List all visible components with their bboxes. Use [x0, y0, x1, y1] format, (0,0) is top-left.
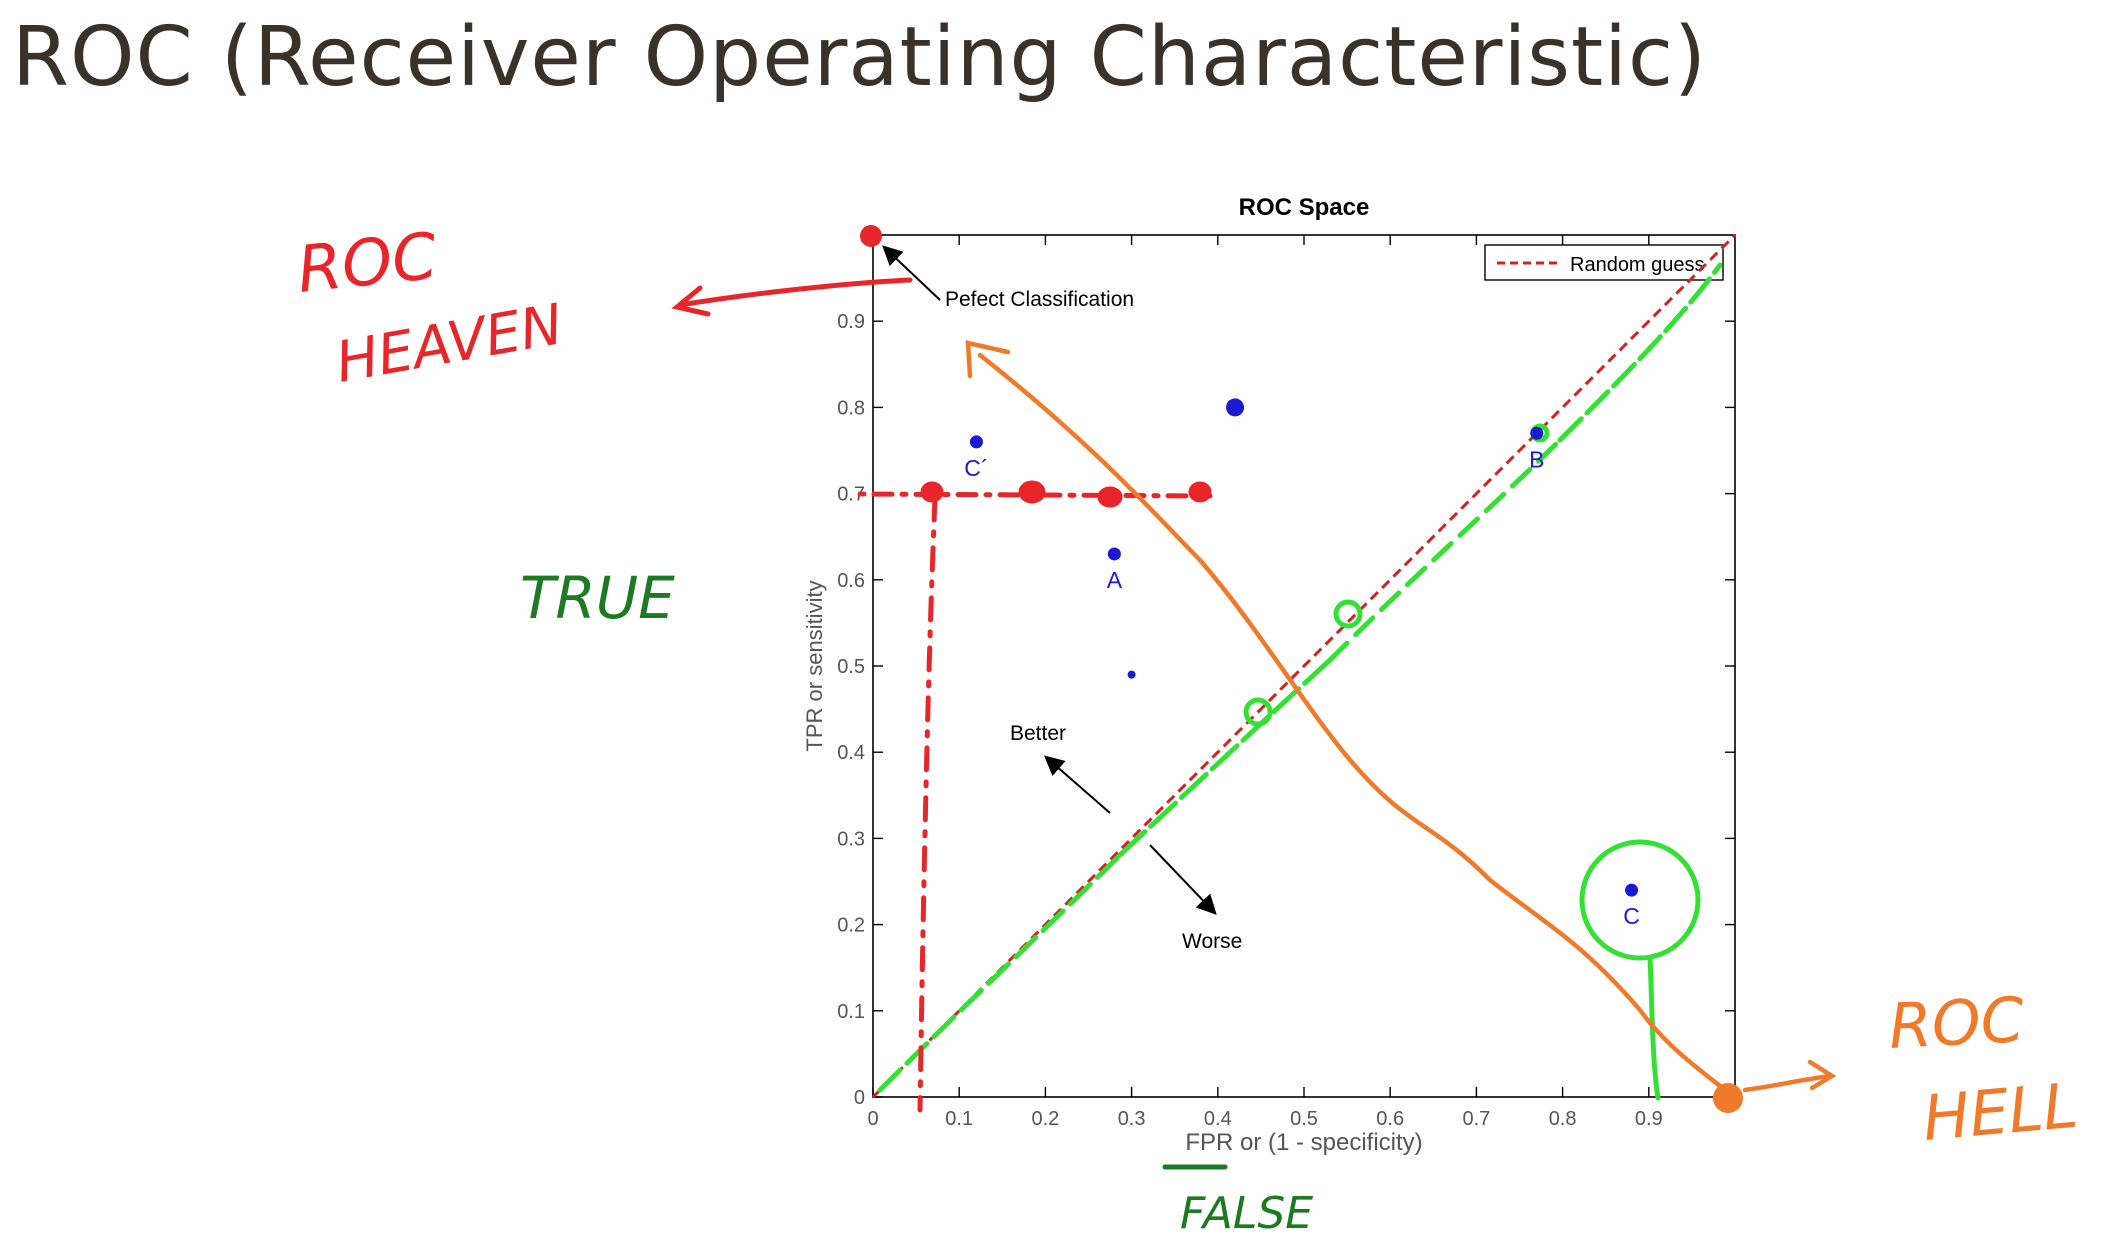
point-1 [1530, 426, 1544, 440]
orange-curve-heaven-to-hell [965, 340, 1837, 1113]
y-tick-label: 0.8 [837, 397, 865, 419]
better-worse-arrow [1043, 755, 1217, 915]
extra-mark [1127, 670, 1136, 679]
y-tick-label: 0.5 [837, 656, 865, 678]
hell-dot [1713, 1083, 1743, 1113]
point-label: A [1107, 567, 1123, 593]
worse-label: Worse [1182, 930, 1242, 953]
x-tick-label: 0 [867, 1108, 878, 1130]
y-tick-label: 0.9 [837, 311, 865, 333]
roc-hell-line1: ROC [1887, 983, 2027, 1063]
green-diagonal-strokes [877, 262, 1723, 1093]
x-tick-label: 0.8 [1549, 1108, 1577, 1130]
green-circle-around-c [1579, 839, 1701, 1101]
axis-ticks: 0 0.1 0.2 0.3 0.4 0.5 0.6 0.7 0.8 0.9 0 0.1 0.2 0.3 0.… [837, 235, 1735, 1130]
x-tick-label: 0.4 [1204, 1108, 1232, 1130]
x-tick-label: 0.7 [1462, 1108, 1490, 1130]
roc-hell-line2: HELL [1920, 1069, 2081, 1155]
random-guess-line [871, 233, 1737, 1099]
x-tick-label: 0.3 [1118, 1108, 1146, 1130]
x-tick-label: 0.1 [945, 1108, 973, 1130]
x-tick-label: 0.2 [1031, 1108, 1059, 1130]
y-axis-label: TPR or sensitivity [802, 580, 827, 751]
point-2 [1625, 883, 1639, 897]
x-tick-label: 0.5 [1290, 1108, 1318, 1130]
point-label: C´ [964, 455, 988, 481]
roc-heaven-line2: HEAVEN [331, 292, 567, 396]
false-label: FALSE [1180, 1188, 1313, 1239]
point-label: C [1623, 903, 1640, 929]
x-tick-label: 0.9 [1635, 1108, 1663, 1130]
slide-title: ROC (Receiver Operating Characteristic) [12, 10, 1708, 105]
legend-entry-random-guess: Random guess [1570, 254, 1705, 276]
legend: Random guess [1484, 244, 1724, 281]
point-3 [969, 435, 983, 449]
y-tick-label: 0.7 [837, 484, 865, 506]
red-dotted-threshold-lines [857, 480, 1213, 1113]
roc-heaven-marks [671, 225, 913, 317]
y-tick-label: 0 [854, 1087, 865, 1109]
data-points: A B C C´ [964, 398, 1640, 929]
true-label: TRUE [520, 564, 675, 632]
perfect-arrow [882, 245, 941, 301]
y-tick-label: 0.6 [837, 570, 865, 592]
roc-heaven-line1: ROC [294, 220, 441, 308]
x-axis-label: FPR or (1 - specificity) [1185, 1129, 1422, 1156]
point-label: B [1529, 446, 1544, 472]
extra-mark [1226, 398, 1245, 417]
perfect-classification-label: Pefect Classification [945, 288, 1134, 311]
chart-title: ROC Space [1239, 194, 1370, 221]
point-0 [1107, 547, 1121, 561]
y-tick-label: 0.1 [837, 1001, 865, 1023]
y-tick-label: 0.4 [837, 742, 865, 764]
better-label: Better [1010, 722, 1066, 745]
y-tick-label: 0.2 [837, 915, 865, 937]
heaven-dot [860, 225, 882, 247]
y-tick-label: 0.3 [837, 828, 865, 850]
x-tick-label: 0.6 [1376, 1108, 1404, 1130]
